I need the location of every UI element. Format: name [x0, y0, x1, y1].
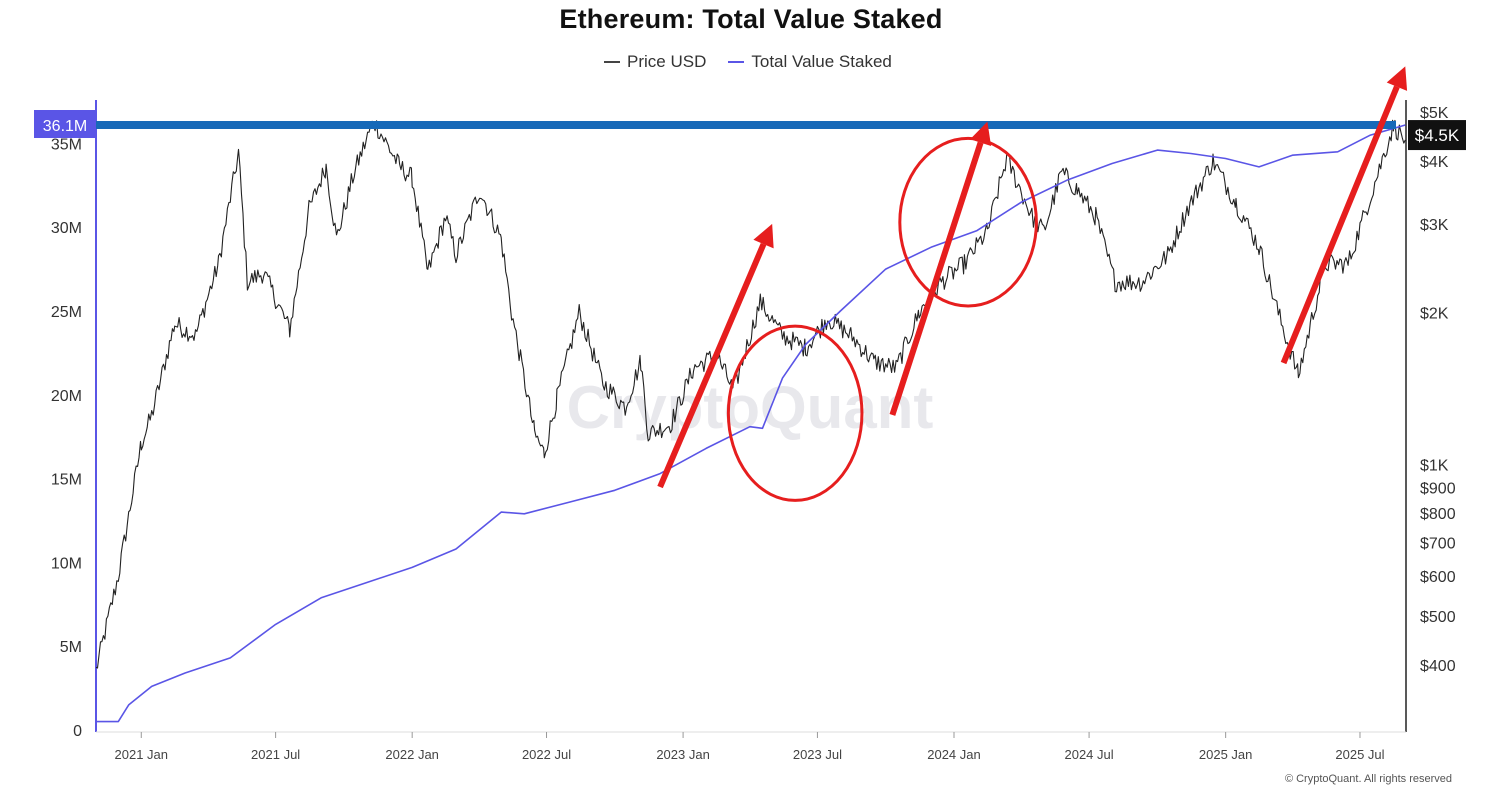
x-tick-label: 2023 Jan [656, 747, 710, 762]
annotation-arrow-shaft [657, 242, 767, 489]
right-current-label: $4.5K [1415, 126, 1460, 145]
right-tick-label: $3K [1420, 217, 1449, 234]
series-line-staked[interactable] [96, 124, 1406, 723]
right-tick-label: $600 [1420, 569, 1456, 586]
annotation-arrow-shaft [889, 141, 984, 416]
left-tick-label: 10M [51, 555, 82, 572]
x-tick-label: 2022 Jan [385, 747, 439, 762]
x-tick-label: 2024 Jul [1064, 747, 1113, 762]
series-layer [95, 119, 1406, 723]
right-current-badge [1408, 120, 1466, 151]
x-tick-label: 2025 Jan [1199, 747, 1253, 762]
left-current-badge [34, 110, 96, 138]
left-tick-label: 5M [60, 639, 82, 656]
right-tick-label: $2K [1420, 306, 1449, 323]
copyright-text: © CryptoQuant. All rights reserved [1285, 773, 1452, 785]
legend-item-price[interactable]: Price USD [604, 52, 706, 72]
watermark: CryptoQuant [567, 374, 934, 441]
x-tick-label: 2025 Jul [1335, 747, 1384, 762]
legend-swatch-price [604, 61, 620, 63]
annotation-layer [96, 66, 1408, 502]
left-tick-label: 20M [51, 388, 82, 405]
left-tick-label: 25M [51, 304, 82, 321]
left-tick-label: 0 [73, 723, 82, 740]
left-tick-label: 15M [51, 472, 82, 489]
x-tick-label: 2024 Jan [927, 747, 981, 762]
legend-swatch-staked [728, 61, 745, 63]
left-tick-label: 35M [51, 136, 82, 153]
right-tick-label: $700 [1420, 535, 1456, 552]
annotation-arrow-head [753, 223, 774, 249]
annotation-circle [898, 136, 1038, 308]
axes [95, 100, 1407, 738]
annotation-circle [726, 324, 864, 502]
legend-label-staked: Total Value Staked [751, 52, 892, 71]
legend: Price USD Total Value Staked [604, 52, 892, 72]
right-tick-label: $1K [1420, 457, 1449, 474]
annotation-arrow-shaft [1280, 85, 1400, 365]
x-tick-label: 2021 Jan [115, 747, 169, 762]
left-current-label: 36.1M [43, 118, 87, 135]
right-tick-label: $900 [1420, 480, 1456, 497]
right-tick-label: $800 [1420, 506, 1456, 523]
x-tick-label: 2023 Jul [793, 747, 842, 762]
legend-item-staked[interactable]: Total Value Staked [728, 52, 892, 72]
labels-layer: 0 5M 10M 15M 20M 25M 30M 35M $400 $500 $600 $700 $80… [34, 105, 1466, 762]
x-tick-label: 2021 Jul [251, 747, 300, 762]
right-tick-label: $500 [1420, 609, 1456, 626]
left-tick-label: 30M [51, 220, 82, 237]
right-tick-label: $400 [1420, 658, 1456, 675]
chart-title: Ethereum: Total Value Staked [559, 4, 943, 34]
right-tick-label: $4K [1420, 154, 1449, 171]
annotation-arrow-head [1386, 66, 1408, 91]
series-line-price[interactable] [95, 119, 1406, 669]
legend-label-price: Price USD [627, 52, 707, 71]
right-tick-label: $5K [1420, 105, 1449, 122]
x-tick-label: 2022 Jul [522, 747, 571, 762]
